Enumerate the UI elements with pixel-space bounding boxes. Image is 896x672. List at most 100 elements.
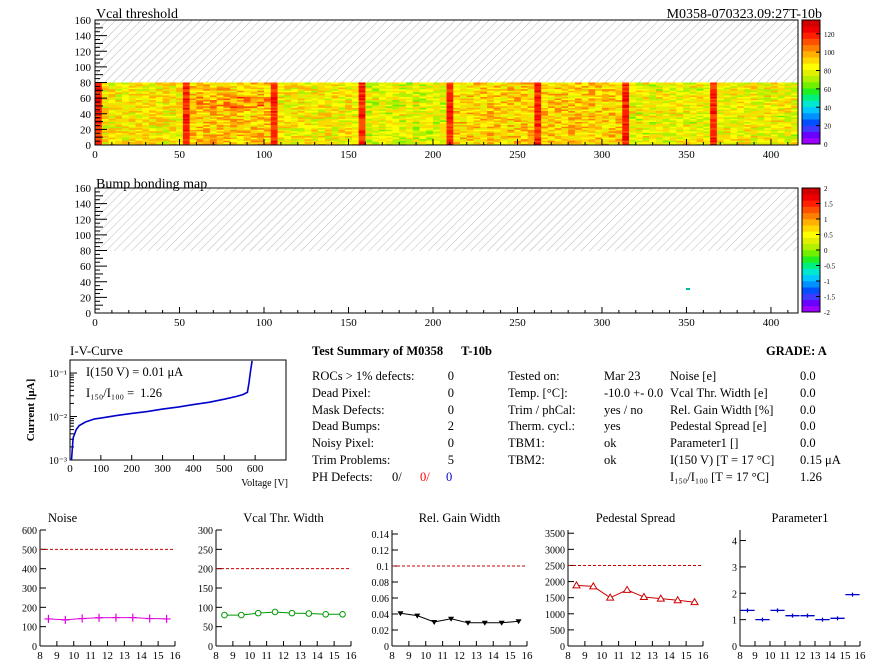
vcal-map-cell	[635, 98, 643, 101]
vcal-map-cell	[196, 91, 204, 94]
vcal-map-cell	[723, 132, 731, 135]
summary-mid-value-3: yes	[604, 419, 621, 434]
vcal-map-cell	[149, 123, 157, 126]
vcal-map-cell	[473, 105, 481, 108]
vcal-map-cell	[730, 82, 738, 85]
vcal-map-cell	[426, 123, 434, 126]
vcal-map-cell	[737, 101, 745, 104]
vcal-map-cell	[365, 90, 373, 93]
vcal-map-cell	[500, 98, 508, 101]
vcal-map-cell	[399, 112, 407, 115]
bump-bonding-map: Bump bonding map 0 50 100 150 200 250 300 350 40…	[75, 177, 836, 329]
vcal-map-cell	[662, 95, 670, 97]
vcal-map-cell	[676, 95, 684, 97]
vcal-map-cell	[547, 124, 556, 127]
vcal-map-cell	[216, 138, 224, 141]
vcal-map-cell	[270, 138, 278, 141]
vcal-map-cell	[351, 90, 360, 93]
vcal-map-cell	[473, 109, 481, 112]
vcal-map-cell	[662, 105, 670, 108]
vcal-map-cell	[703, 110, 711, 113]
vcal-map-cell	[331, 113, 339, 116]
vcal-map-cell	[716, 124, 725, 127]
vcal-map-cell	[662, 110, 670, 113]
vcal-map-cell	[291, 116, 299, 119]
vcal-map-cell	[372, 104, 380, 107]
vcal-map-cell	[737, 105, 745, 108]
vcal-map-cell	[277, 116, 285, 119]
vcal-map-cell	[432, 115, 441, 118]
palette-segment	[802, 305, 820, 313]
vcal-map-cell	[95, 130, 103, 133]
vcal-map-cell	[608, 87, 616, 90]
vcal-map-cell	[568, 93, 576, 96]
vcal-map-cell	[541, 134, 549, 137]
vcal-map-cell	[169, 107, 177, 110]
vcal-map-cell	[311, 129, 319, 132]
vcal-map-cell	[581, 135, 589, 138]
vcal-map-cell	[196, 120, 204, 122]
vcal-map-cell	[676, 110, 684, 113]
vcal-map-cell	[750, 93, 758, 96]
vcal-map-cell	[514, 116, 522, 119]
vcal-map-cell	[412, 121, 420, 124]
vcal-map-cell	[669, 85, 677, 88]
vcal-map-cell	[514, 91, 522, 94]
vcal-map-cell	[770, 115, 779, 118]
vcal-map-cell	[419, 95, 427, 97]
vcal-map-cell	[520, 87, 529, 90]
vcal-map-cell	[101, 87, 109, 90]
vcal-map-cell	[743, 105, 752, 108]
vcal-map-cell	[649, 82, 657, 85]
vcal-map-cell	[439, 132, 447, 135]
vcal-map-cell	[128, 99, 136, 102]
vcal-map-cell	[649, 99, 657, 102]
vcal-map-cell	[473, 96, 481, 99]
vcal-map-cell	[696, 109, 704, 112]
vcal-map-cell	[101, 134, 109, 137]
vcal-map-cell	[236, 135, 245, 138]
vcal-map-cell	[115, 118, 123, 121]
vcal-map-cell	[493, 129, 501, 132]
vcal-map-cell	[757, 84, 765, 87]
vcal-map-cell	[683, 87, 691, 90]
vcal-map-cell	[250, 137, 258, 140]
vcal-map-cell	[338, 95, 346, 97]
vcal-map-cell	[311, 84, 319, 87]
vcal-map-cell	[155, 95, 163, 97]
vcal-map-cell	[318, 134, 326, 137]
vcal-map-cell	[480, 95, 488, 97]
vcal-map-cell	[128, 141, 136, 144]
vcal-map-cell	[169, 84, 177, 87]
vcal-map-cell	[547, 104, 556, 107]
vcal-map-cell	[345, 96, 353, 99]
vcal-map-cell	[351, 98, 360, 101]
trend-point	[111, 613, 120, 622]
vcal-map-cell	[392, 116, 400, 119]
vcal-map-cell	[737, 113, 745, 116]
vcal-map-cell	[541, 118, 549, 121]
vcal-map-cell	[777, 102, 785, 105]
vcal-map-cell	[419, 98, 427, 101]
vcal-map-cell	[426, 98, 434, 101]
palette-tick-label: -1.5	[824, 294, 836, 302]
vcal-map-cell	[757, 110, 765, 113]
vcal-map-cell	[223, 101, 231, 104]
vcal-map-cell	[561, 135, 569, 138]
vcal-map-cell	[372, 91, 380, 94]
vcal-map-cell	[716, 115, 725, 118]
vcal-map-cell	[257, 140, 265, 143]
vcal-map-cell	[520, 127, 529, 130]
vcal-map-cell	[378, 91, 387, 94]
vcal-map-cell	[561, 116, 569, 119]
vcal-map-cell	[493, 112, 501, 115]
vcal-map-cell	[108, 82, 116, 85]
vcal-map-cell	[568, 99, 576, 102]
vcal-map-cell	[568, 96, 576, 99]
vcal-map-cell	[162, 110, 170, 113]
vcal-map-cell	[101, 112, 109, 115]
vcal-map-cell	[723, 118, 731, 121]
vcal-map-cell	[189, 90, 197, 93]
vcal-map-cell	[791, 109, 799, 112]
vcal-map-cell	[750, 84, 758, 87]
